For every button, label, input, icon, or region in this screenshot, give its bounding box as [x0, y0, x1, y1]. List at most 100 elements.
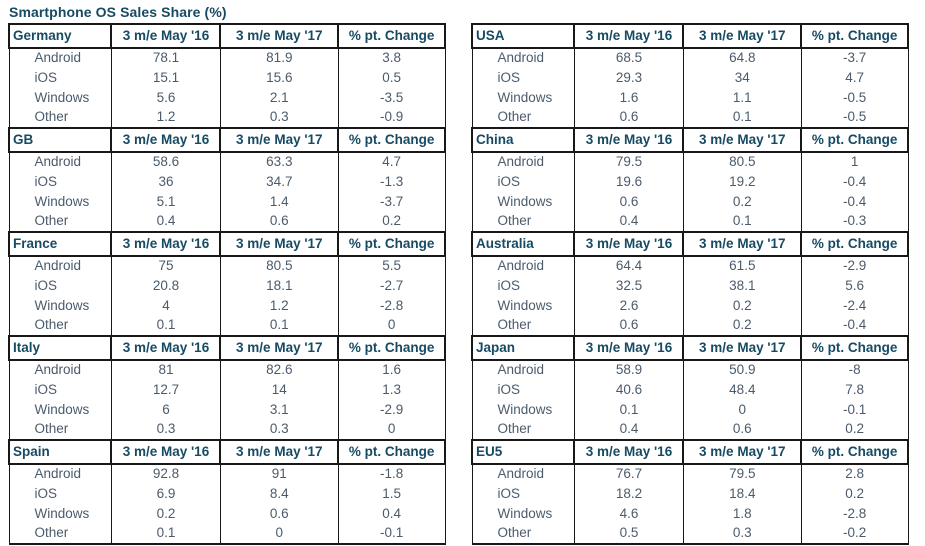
value-cell: 1.2 — [219, 296, 339, 316]
os-label: iOS — [8, 172, 112, 192]
column-header: 3 m/e May '17 — [682, 439, 803, 465]
table-row: Other 0.6 0.2 -0.4 — [471, 316, 909, 337]
table-row: Other 0.4 0.6 0.2 — [8, 212, 446, 233]
value-cell: 0.2 — [110, 504, 221, 524]
os-label: Android — [8, 48, 112, 68]
os-label: iOS — [471, 484, 575, 504]
value-cell: -2.4 — [800, 296, 909, 316]
column-header: 3 m/e May '16 — [110, 439, 222, 465]
value-cell: 0.3 — [682, 524, 802, 545]
value-cell: -8 — [800, 360, 909, 380]
value-cell: 4.6 — [573, 504, 684, 524]
value-cell: 4.7 — [800, 68, 909, 88]
value-cell: 61.5 — [682, 256, 802, 276]
table-row: Other 0.6 0.1 -0.5 — [471, 108, 909, 129]
os-label: Other — [471, 420, 575, 441]
value-cell: 6 — [110, 400, 221, 420]
header-row: China 3 m/e May '16 3 m/e May '17% pt. Cha… — [470, 127, 909, 153]
os-label: Other — [8, 108, 112, 129]
value-cell: 0.1 — [573, 400, 684, 420]
value-cell: -2.8 — [800, 504, 909, 524]
value-cell: 36 — [110, 172, 221, 192]
value-cell: -3.7 — [337, 192, 446, 212]
value-cell: 1.1 — [682, 88, 802, 108]
value-cell: 0.3 — [219, 420, 339, 441]
column-header: 3 m/e May '17 — [219, 127, 340, 153]
header-row: France 3 m/e May '16 3 m/e May '17% pt. Ch… — [7, 231, 446, 257]
value-cell: -1.3 — [337, 172, 446, 192]
column-header: % pt. Change — [337, 23, 446, 49]
os-label: Other — [471, 316, 575, 337]
table-row: iOS 19.6 19.2 -0.4 — [471, 172, 909, 192]
value-cell: 0.5 — [337, 68, 446, 88]
os-label: Other — [8, 420, 112, 441]
header-row: Spain 3 m/e May '16 3 m/e May '17% pt. Cha… — [7, 439, 446, 465]
value-cell: 0 — [219, 524, 339, 545]
value-cell: 14 — [219, 380, 339, 400]
os-label: Other — [471, 108, 575, 129]
value-cell: 18.4 — [682, 484, 802, 504]
region-name: Italy — [7, 335, 113, 361]
os-label: Windows — [471, 296, 575, 316]
value-cell: 0.1 — [110, 316, 221, 337]
value-cell: 91 — [219, 464, 339, 484]
value-cell: 34.7 — [219, 172, 339, 192]
column-header: 3 m/e May '16 — [573, 23, 685, 49]
column-header: 3 m/e May '17 — [682, 231, 803, 257]
table-column-left: Germany 3 m/e May '16 3 m/e May '17% pt. C… — [7, 23, 446, 545]
value-cell: 68.5 — [573, 48, 684, 68]
value-cell: 5.1 — [110, 192, 221, 212]
column-header: 3 m/e May '17 — [682, 127, 803, 153]
value-cell: 29.3 — [573, 68, 684, 88]
value-cell: 1 — [800, 152, 909, 172]
value-cell: 0.6 — [573, 316, 684, 337]
os-label: Other — [8, 212, 112, 233]
value-cell: 79.5 — [573, 152, 684, 172]
value-cell: 0.5 — [573, 524, 684, 545]
table-eu5: EU5 3 m/e May '16 3 m/e May '17% pt. Chang… — [470, 439, 909, 545]
table-row: Android 81 82.6 1.6 — [8, 360, 446, 380]
value-cell: 0.1 — [682, 108, 802, 129]
region-name: Spain — [7, 439, 113, 465]
page-title: Smartphone OS Sales Share (%) — [9, 4, 227, 20]
value-cell: -0.2 — [800, 524, 909, 545]
value-cell: 0.2 — [682, 296, 802, 316]
os-label: iOS — [8, 68, 112, 88]
value-cell: 0.1 — [219, 316, 339, 337]
region-name: GB — [7, 127, 113, 153]
header-row: EU5 3 m/e May '16 3 m/e May '17% pt. Chang… — [470, 439, 909, 465]
os-label: Android — [8, 152, 112, 172]
value-cell: 58.6 — [110, 152, 221, 172]
column-header: % pt. Change — [800, 439, 909, 465]
table-row: Windows 4 1.2 -2.8 — [8, 296, 446, 316]
column-header: % pt. Change — [337, 231, 446, 257]
os-label: Other — [8, 524, 112, 545]
table-row: iOS 40.6 48.4 7.8 — [471, 380, 909, 400]
value-cell: 58.9 — [573, 360, 684, 380]
value-cell: 0.4 — [110, 212, 221, 233]
os-label: Android — [8, 256, 112, 276]
value-cell: 80.5 — [219, 256, 339, 276]
table-row: Windows 6 3.1 -2.9 — [8, 400, 446, 420]
os-label: iOS — [8, 484, 112, 504]
table-row: iOS 18.2 18.4 0.2 — [471, 484, 909, 504]
value-cell: 0 — [682, 400, 802, 420]
value-cell: 1.6 — [337, 360, 446, 380]
value-cell: 5.6 — [110, 88, 221, 108]
value-cell: -0.5 — [800, 88, 909, 108]
table-italy: Italy 3 m/e May '16 3 m/e May '17% pt. Cha… — [7, 335, 446, 441]
table-row: Windows 0.6 0.2 -0.4 — [471, 192, 909, 212]
header-row: Italy 3 m/e May '16 3 m/e May '17% pt. Cha… — [7, 335, 446, 361]
value-cell: 19.2 — [682, 172, 802, 192]
column-header: % pt. Change — [800, 127, 909, 153]
table-australia: Australia 3 m/e May '16 3 m/e May '17% pt.… — [470, 231, 909, 337]
header-row: USA 3 m/e May '16 3 m/e May '17% pt. Chang… — [470, 23, 909, 49]
value-cell: 92.8 — [110, 464, 221, 484]
column-header: 3 m/e May '17 — [682, 335, 803, 361]
table-row: iOS 15.1 15.6 0.5 — [8, 68, 446, 88]
value-cell: 1.2 — [110, 108, 221, 129]
value-cell: 3.1 — [219, 400, 339, 420]
value-cell: 0.4 — [573, 420, 684, 441]
value-cell: 0.6 — [682, 420, 802, 441]
table-row: Other 1.2 0.3 -0.9 — [8, 108, 446, 129]
